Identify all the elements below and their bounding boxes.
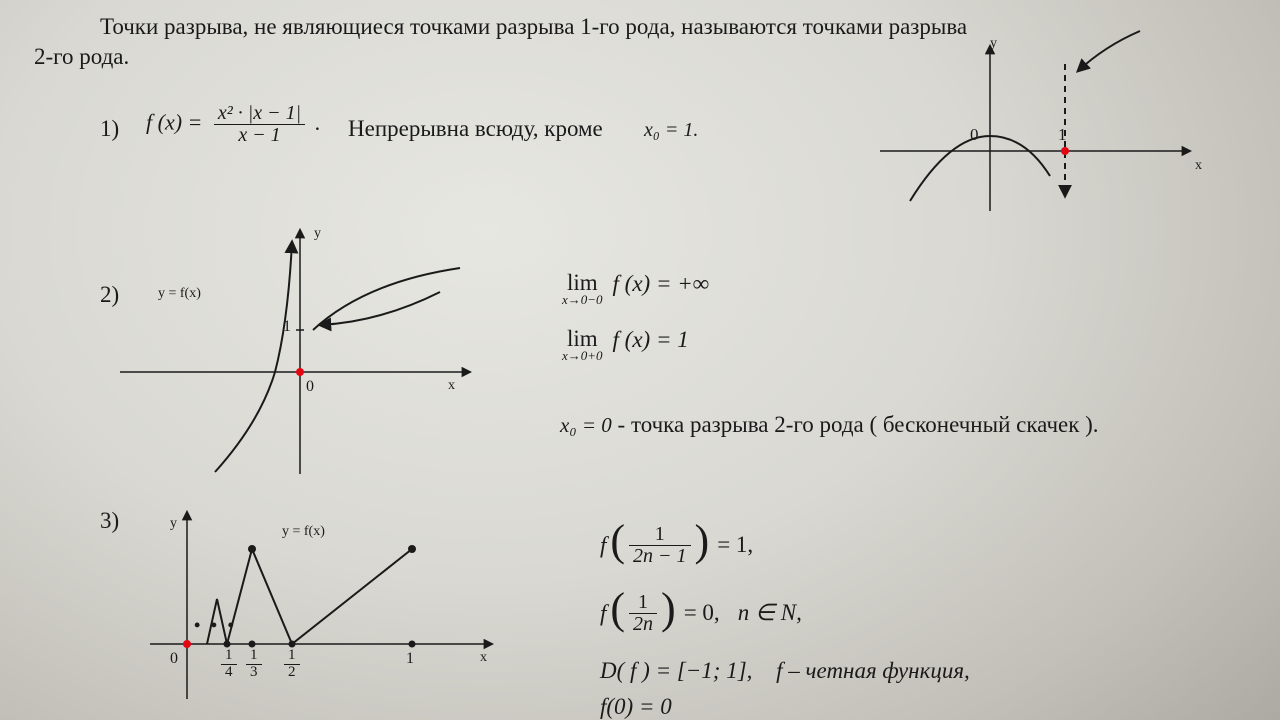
domain-b: f – четная функция, [776, 658, 970, 683]
domain-a: D( f ) = [−1; 1], [600, 658, 752, 683]
f-of-zero: f(0) = 0 [600, 694, 672, 720]
graph3 [132, 504, 502, 704]
item2-x0: x₀ = 0 [560, 413, 612, 437]
eq2-n: 1 [629, 592, 657, 614]
graph2 [110, 222, 480, 482]
item1-frac-num: x² · |x − 1| [214, 103, 305, 125]
lim2-body: f (x) = 1 [613, 327, 689, 352]
g3-t12n: 1 [284, 648, 300, 665]
lim1-body: f (x) = +∞ [613, 271, 710, 296]
graph3-x-label: x [480, 650, 487, 666]
eq2-f: f [600, 600, 606, 625]
graph1 [870, 36, 1200, 216]
graph1-y-label: y [990, 36, 997, 52]
item1-number: 1) [100, 116, 119, 142]
graph1-zero: 0 [970, 125, 979, 145]
graph2-zero: 0 [306, 378, 314, 396]
g3-t13n: 1 [246, 648, 262, 665]
g3-t1: 1 [406, 650, 414, 668]
graph2-x-label: x [448, 378, 455, 394]
heading-line1: Точки разрыва, не являющиеся точками раз… [100, 12, 967, 42]
eq1-n: 1 [629, 524, 691, 546]
graph1-x-label: x [1195, 158, 1202, 174]
lim1-sub: x→0−0 [562, 292, 603, 308]
item1-x0: x₀ = 1. [644, 119, 698, 142]
item1-period: . [315, 110, 321, 135]
heading-line2: 2-го рода. [34, 42, 129, 72]
graph1-one: 1 [1058, 125, 1067, 145]
eq2-d: 2n [629, 614, 657, 635]
g3-t14n: 1 [221, 648, 237, 665]
eq1-rhs: = 1, [717, 532, 753, 557]
graph2-one: 1 [283, 318, 291, 336]
eq2-rhs-b: n ∈ N, [738, 600, 802, 625]
eq2-rhs-a: = 0, [684, 600, 720, 625]
g3-t12d: 2 [284, 665, 300, 681]
item2-conclusion: - точка разрыва 2-го рода ( бесконечный … [618, 412, 1099, 437]
eq1-d: 2n − 1 [629, 546, 691, 567]
graph3-ellipsis: • • • [194, 615, 237, 636]
graph3-y-label: y [170, 516, 177, 532]
item1-fx-lhs: f (x) = [146, 110, 202, 135]
g3-t14d: 4 [221, 665, 237, 681]
g3-t13d: 3 [246, 665, 262, 681]
item1-text: Непрерывна всюду, кроме [348, 116, 603, 142]
graph3-zero: 0 [170, 650, 178, 668]
item3-number: 3) [100, 508, 119, 534]
item1-frac-den: x − 1 [214, 125, 305, 146]
eq1-f: f [600, 532, 606, 557]
lim2-sub: x→0+0 [562, 348, 603, 364]
graph2-y-label: y [314, 226, 321, 242]
